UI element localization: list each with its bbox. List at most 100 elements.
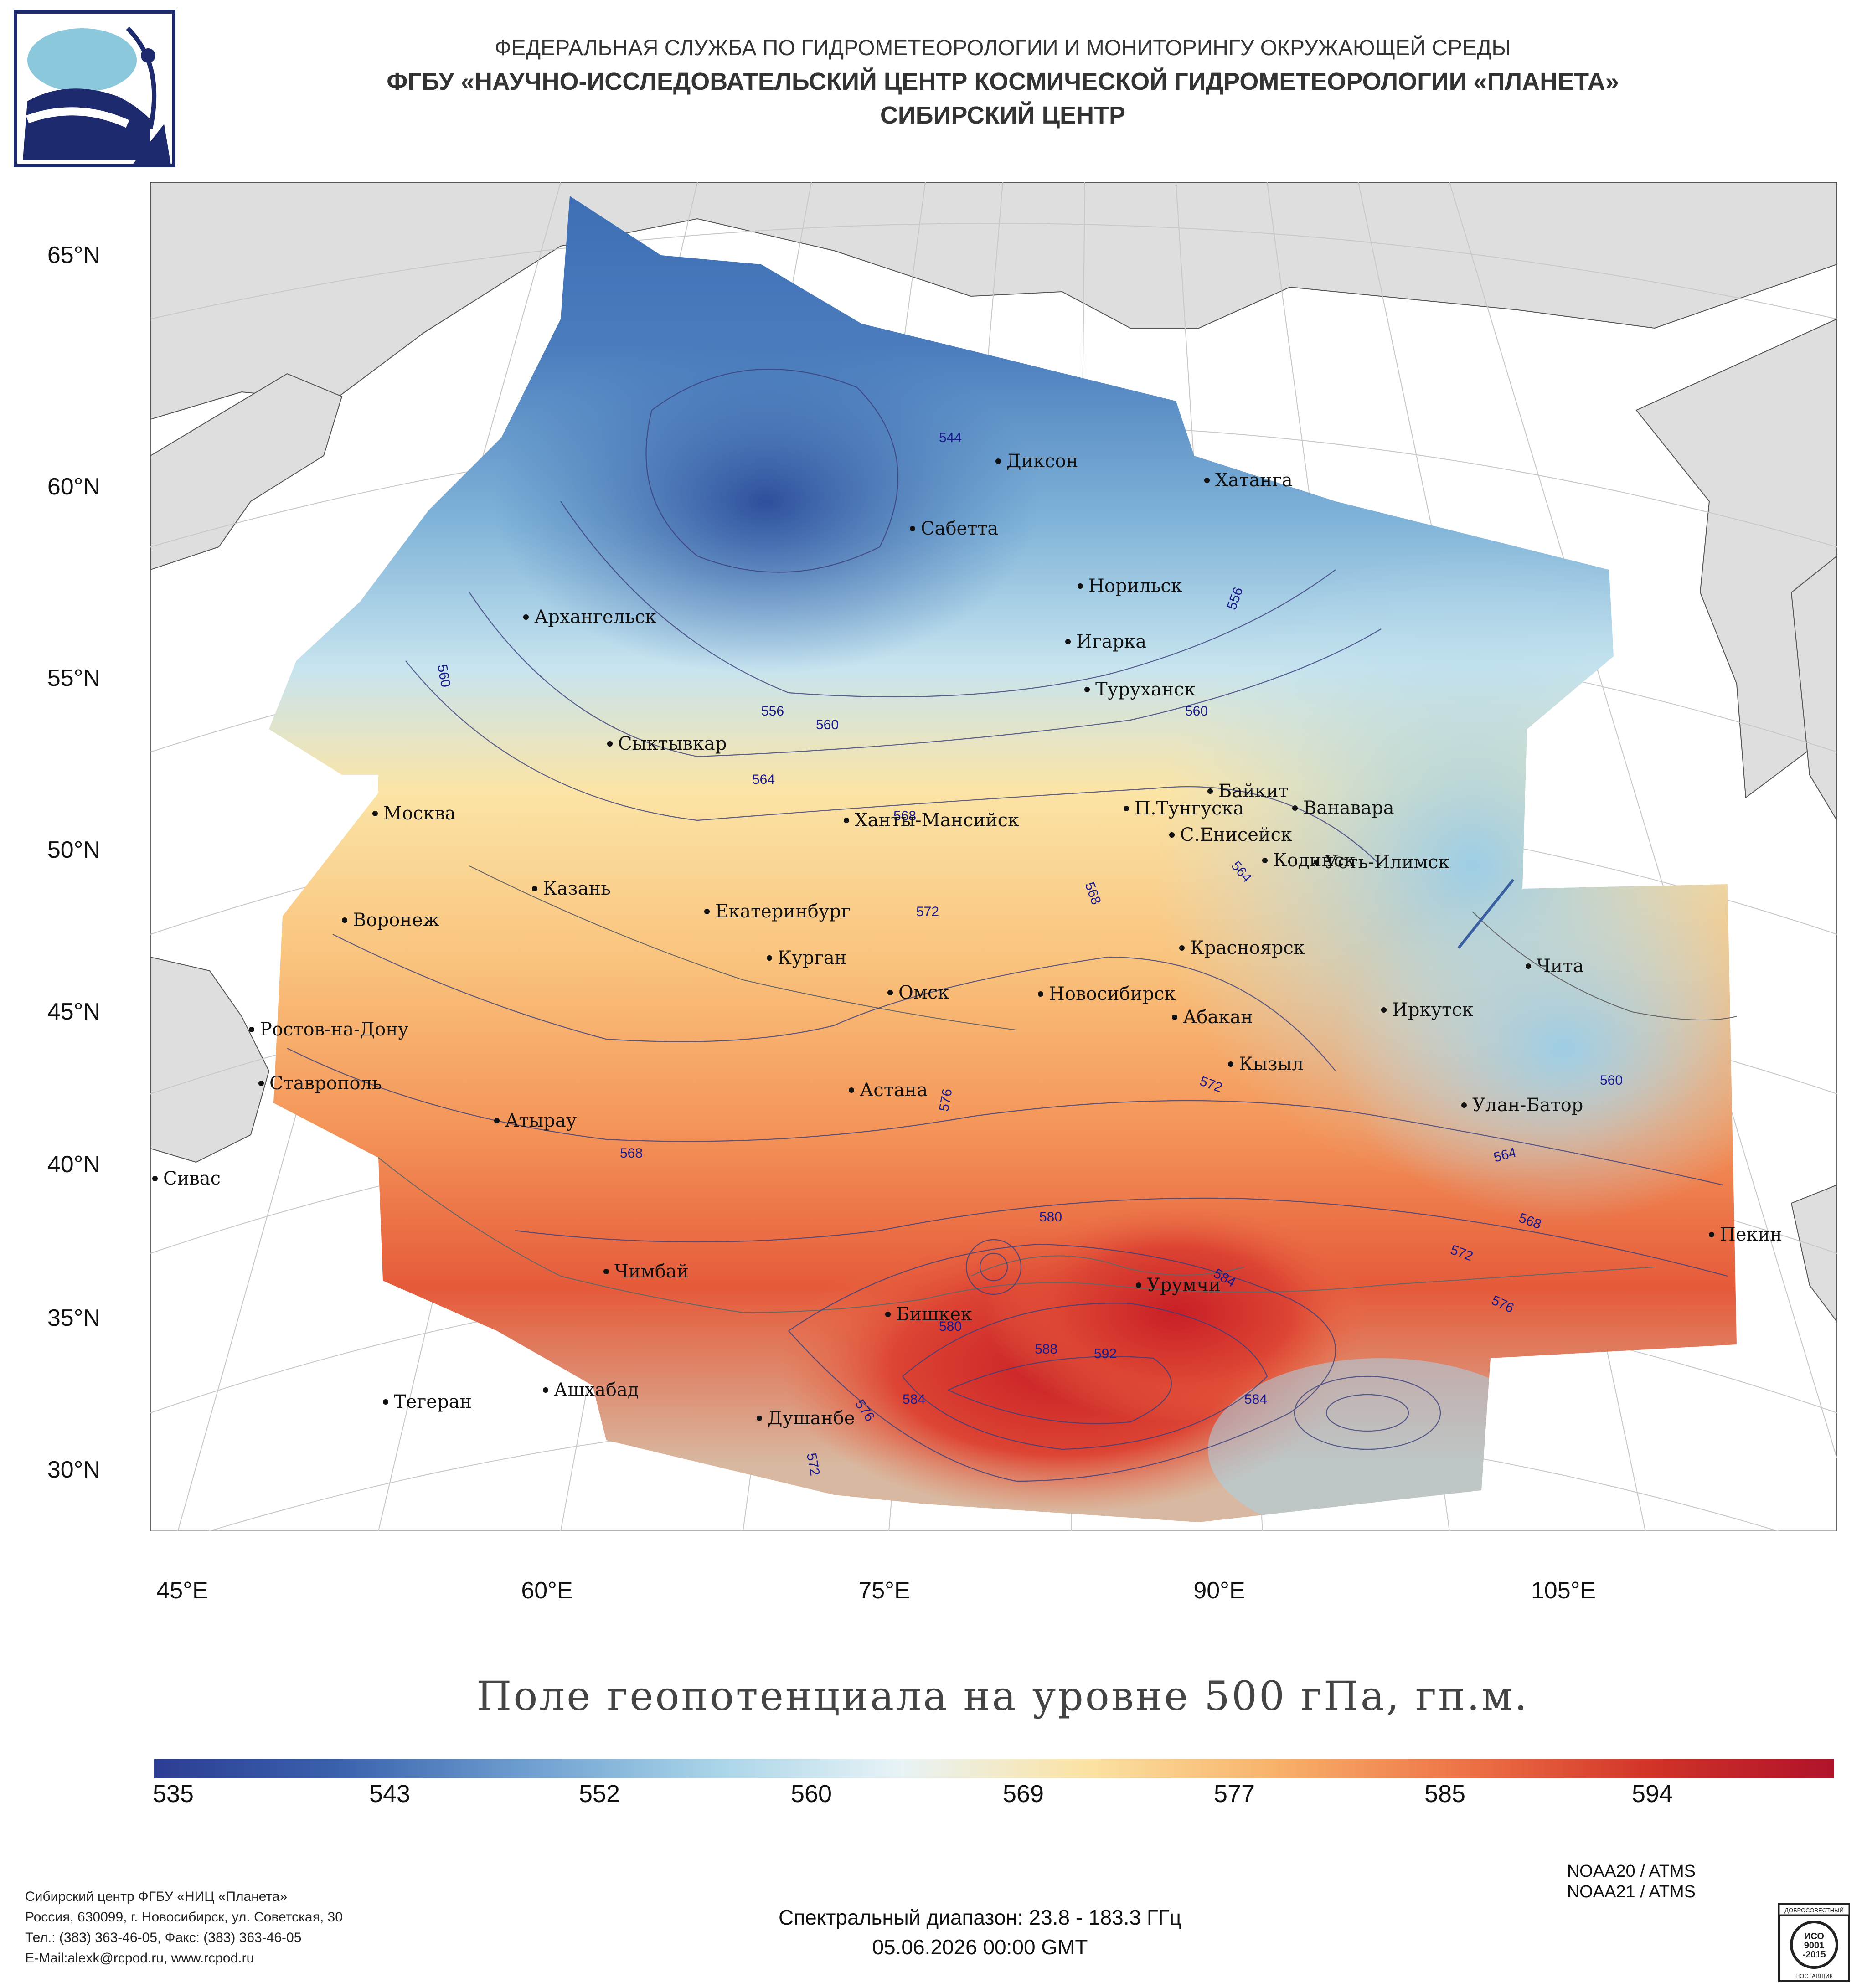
contour-label: 556	[761, 704, 784, 719]
lat-label-35: 35°N	[47, 1305, 100, 1331]
city-label: Кызыл	[1239, 1054, 1304, 1075]
contour-label: 568	[620, 1146, 643, 1161]
planeta-logo	[14, 10, 175, 167]
city-label: Курган	[778, 948, 847, 968]
iso-badge-bottom: ПОСТАВЩИК	[1795, 1973, 1833, 1979]
city-marker	[1136, 1282, 1141, 1288]
city-label: Архангельск	[534, 607, 656, 628]
city-marker	[342, 917, 347, 923]
lon-label-75: 75°E	[858, 1577, 910, 1604]
city-label: Абакан	[1183, 1007, 1253, 1028]
city-marker	[887, 990, 893, 995]
footer-phones: Тел.: (383) 363-46-05, Факс: (383) 363-4…	[25, 1930, 302, 1945]
city-label: Туруханск	[1095, 679, 1196, 700]
city-marker	[1381, 1007, 1387, 1013]
observation-datetime: 05.06.2026 00:00 GMT	[872, 1935, 1088, 1959]
city-marker	[767, 955, 772, 961]
city-marker	[1228, 1061, 1233, 1067]
city-label: Москва	[383, 803, 456, 824]
contour-label: 584	[903, 1392, 925, 1407]
lon-label-105: 105°E	[1531, 1577, 1596, 1604]
colorbar-tick: 577	[1213, 1780, 1255, 1808]
city-marker	[1065, 639, 1071, 644]
city-label: Усть-Илимск	[1325, 852, 1449, 873]
header-agency: ФЕДЕРАЛЬНАЯ СЛУЖБА ПО ГИДРОМЕТЕОРОЛОГИИ …	[495, 36, 1511, 60]
contour-label: 580	[1039, 1210, 1062, 1225]
city-label: Душанбе	[768, 1408, 855, 1429]
city-marker	[603, 1269, 609, 1274]
city-label: Кодинск	[1273, 850, 1355, 871]
city-marker	[1084, 687, 1090, 692]
header-center: СИБИРСКИЙ ЦЕНТР	[880, 102, 1126, 129]
city-label: Ханты-Мансийск	[855, 810, 1019, 831]
cities: Диксон Хатанга Сабетта Норильск Архангельск И…	[152, 451, 1782, 1429]
city-label: Красноярск	[1190, 937, 1305, 958]
city-label: Тегеран	[394, 1391, 472, 1412]
city-marker	[523, 614, 529, 620]
city-marker	[910, 526, 915, 531]
city-marker	[885, 1312, 891, 1317]
city-label: Ванавара	[1303, 798, 1394, 819]
city-label: Новосибирск	[1049, 984, 1176, 1004]
contour-label: 560	[1600, 1073, 1623, 1088]
borders	[378, 865, 1737, 1313]
city-label: Чимбай	[614, 1261, 689, 1282]
city-marker	[1314, 860, 1319, 865]
city-label: Воронеж	[353, 910, 439, 931]
city-label: С.Енисейск	[1180, 824, 1292, 845]
city-label: Омск	[898, 982, 949, 1003]
colorbar	[154, 1759, 1834, 1778]
lat-label-30: 30°N	[47, 1457, 100, 1483]
city-label: Астана	[860, 1080, 928, 1101]
footer-org: Сибирский центр ФГБУ «НИЦ «Планета»	[25, 1889, 288, 1904]
city-marker	[1207, 788, 1213, 794]
contour-label: 580	[939, 1319, 962, 1334]
lon-label-60: 60°E	[521, 1577, 573, 1604]
geopotential-map: 544 560 556 560 564 556 560 568 564 568 …	[150, 182, 1837, 1531]
city-marker	[849, 1087, 854, 1093]
city-marker	[1204, 478, 1210, 483]
iso-badge: ДОБРОСОВЕСТНЫЙ ИСО 9001 -2015 ПОСТАВЩИК	[1778, 1903, 1851, 1983]
contour-label: 592	[1094, 1346, 1117, 1361]
colorbar-tick: 569	[1002, 1780, 1044, 1808]
city-label: Пекин	[1720, 1224, 1782, 1245]
city-label: Игарка	[1076, 631, 1146, 652]
city-marker	[1078, 583, 1083, 589]
satellite-1: NOAA20 / ATMS	[1567, 1862, 1696, 1881]
contour-label: 560	[816, 717, 839, 732]
iso-badge-iso: ИСО	[1804, 1931, 1824, 1942]
lat-label-65: 65°N	[47, 242, 100, 268]
city-label: П.Тунгуска	[1135, 798, 1244, 819]
city-label: Норильск	[1088, 576, 1182, 597]
city-label: Сивас	[163, 1168, 221, 1189]
city-label: Хатанга	[1215, 470, 1293, 491]
city-marker	[249, 1027, 254, 1032]
contour-label: 568	[893, 809, 916, 824]
iso-badge-top: ДОБРОСОВЕСТНЫЙ	[1784, 1907, 1844, 1914]
city-marker	[1124, 806, 1129, 811]
city-marker	[844, 818, 849, 823]
city-label: Казань	[543, 878, 611, 899]
city-label: Сыктывкар	[618, 733, 727, 754]
city-label: Урумчи	[1147, 1275, 1221, 1296]
city-label: Чита	[1537, 956, 1584, 977]
city-label: Сабетта	[921, 518, 998, 539]
colorbar-tick: 552	[578, 1780, 620, 1808]
city-marker	[1262, 858, 1268, 863]
contour-label: 564	[752, 772, 775, 787]
city-label: Ашхабад	[554, 1380, 639, 1401]
colorbar-tick: 594	[1631, 1780, 1673, 1808]
contour-label: 544	[939, 430, 962, 445]
colorbar-tick: 543	[369, 1780, 411, 1808]
spectral-range: Спектральный диапазон: 23.8 - 183.3 ГГц	[778, 1906, 1182, 1929]
colorbar-tick: 560	[790, 1780, 832, 1808]
lat-label-45: 45°N	[47, 999, 100, 1025]
colorbar-tick: 585	[1424, 1780, 1466, 1808]
colorbar-tick: 535	[152, 1780, 194, 1808]
city-marker	[532, 886, 537, 891]
city-marker	[1172, 1015, 1177, 1020]
iso-badge-number: 9001	[1804, 1941, 1825, 1951]
lon-label-90: 90°E	[1193, 1577, 1245, 1604]
city-label: Байкит	[1218, 781, 1289, 802]
city-label: Ставрополь	[269, 1073, 382, 1094]
